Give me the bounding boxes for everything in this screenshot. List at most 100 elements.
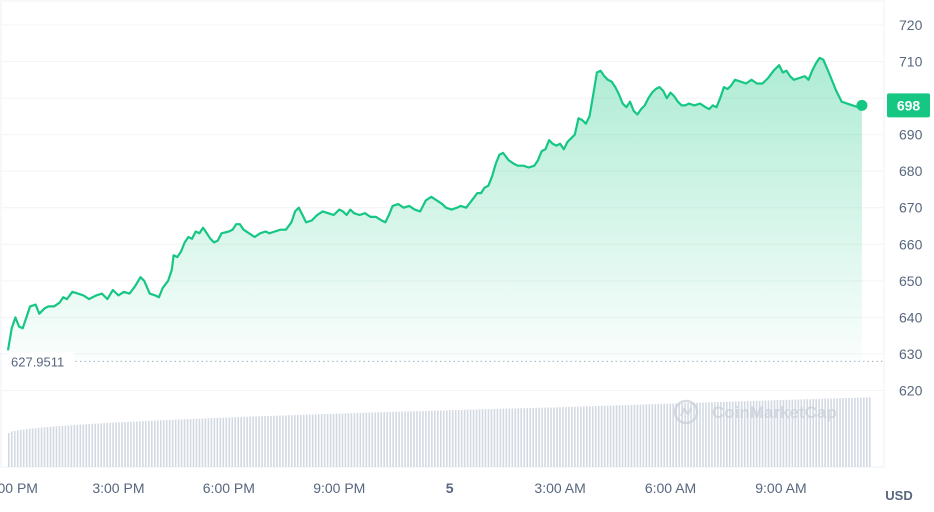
volume-bar [249, 416, 251, 467]
volume-bar [535, 407, 537, 467]
volume-bar [481, 409, 484, 467]
volume-bar [779, 400, 782, 467]
volume-bar [690, 402, 692, 467]
volume-bar [362, 412, 365, 467]
volume-bar [618, 405, 621, 467]
watermark-text: CoinMarketCap [712, 403, 837, 422]
volume-bar [335, 413, 338, 467]
volume-bar [675, 403, 677, 467]
volume-bar [737, 401, 740, 467]
volume-bar [767, 400, 770, 467]
volume-bar [445, 410, 448, 467]
volume-bar [657, 403, 660, 467]
volume-bar [723, 401, 725, 467]
volume-bar [234, 417, 237, 467]
volume-bar [553, 407, 555, 467]
volume-bar [627, 404, 630, 467]
volume-bar [600, 405, 603, 467]
volume-bar [407, 411, 409, 467]
volume-bar [410, 411, 412, 467]
volume-bar [365, 412, 368, 467]
volume-bar [538, 407, 540, 467]
volume-bar [374, 412, 377, 467]
volume-bar [216, 417, 219, 467]
y-tick-label: 640 [899, 309, 923, 325]
x-tick-label: 6:00 PM [203, 480, 255, 496]
volume-bar [851, 397, 853, 467]
volume-bar [243, 416, 245, 467]
volume-bar [523, 408, 526, 467]
volume-bar [517, 408, 520, 467]
volume-bar [73, 425, 76, 467]
volume-bar [797, 399, 800, 467]
volume-bar [475, 409, 478, 467]
volume-bar [52, 426, 55, 467]
x-tick-label: 12:00 PM [0, 480, 38, 496]
volume-bar [505, 408, 508, 467]
volume-bar [472, 409, 475, 467]
volume-bar [258, 416, 260, 467]
volume-bar [597, 405, 600, 467]
current-price-marker: 698 [856, 93, 930, 118]
price-area-fill [8, 57, 862, 362]
volume-bar [454, 410, 457, 467]
volume-bar [594, 406, 597, 467]
current-price-label: 698 [897, 97, 921, 113]
volume-bar [699, 402, 701, 467]
volume-bar [219, 417, 222, 467]
volume-bar [204, 418, 207, 467]
volume-bar [8, 433, 10, 467]
volume-bar [67, 425, 70, 467]
volume-bar [136, 421, 138, 467]
volume-bar [499, 408, 502, 467]
volume-bar [577, 406, 579, 467]
volume-bar [64, 425, 67, 467]
volume-bar [198, 418, 201, 467]
volume-bar [344, 413, 347, 467]
volume-bar [544, 407, 546, 467]
volume-bar [585, 406, 588, 467]
volume-bar [678, 403, 680, 467]
volume-bar [228, 417, 231, 467]
volume-bar [434, 410, 436, 467]
volume-bar [37, 427, 40, 467]
volume-bar [833, 398, 835, 467]
volume-bar [740, 401, 743, 467]
volume-bar [726, 401, 728, 467]
volume-bar [162, 420, 165, 467]
volume-bar [171, 419, 174, 467]
volume-bar [588, 406, 591, 467]
volume-bar [153, 420, 156, 467]
volume-bar [830, 398, 832, 467]
price-area [8, 57, 862, 362]
y-tick-label: 660 [899, 236, 923, 252]
volume-bar [88, 424, 91, 467]
x-axis: 12:00 PM 3:00 PM 6:00 PM 9:00 PM 5 3:00 AM 6:0… [0, 480, 807, 496]
volume-bar [109, 422, 111, 467]
y-tick-label: 630 [899, 346, 923, 362]
volume-bar [511, 408, 514, 467]
volume-bar [294, 415, 296, 467]
volume-bar [302, 414, 305, 467]
volume-bar [702, 402, 704, 467]
volume-bar [425, 410, 427, 467]
volume-bar [261, 416, 263, 467]
volume-bar [687, 403, 689, 467]
volume-bar [648, 404, 651, 467]
volume-bar [809, 399, 812, 467]
volume-bar [752, 400, 755, 467]
volume-bar [606, 405, 609, 467]
volume-bar [383, 412, 385, 467]
volume-bar [142, 421, 144, 467]
volume-bar [347, 413, 350, 467]
open-price-label: 627.9511 [11, 354, 64, 369]
volume-bar [159, 420, 162, 467]
volume-bar [457, 409, 460, 467]
y-tick-label: 690 [899, 127, 923, 143]
volume-bar [711, 402, 713, 467]
y-tick-label: 620 [899, 382, 923, 398]
volume-bar [672, 403, 674, 467]
volume-bars [8, 397, 871, 467]
volume-bar [314, 414, 317, 467]
